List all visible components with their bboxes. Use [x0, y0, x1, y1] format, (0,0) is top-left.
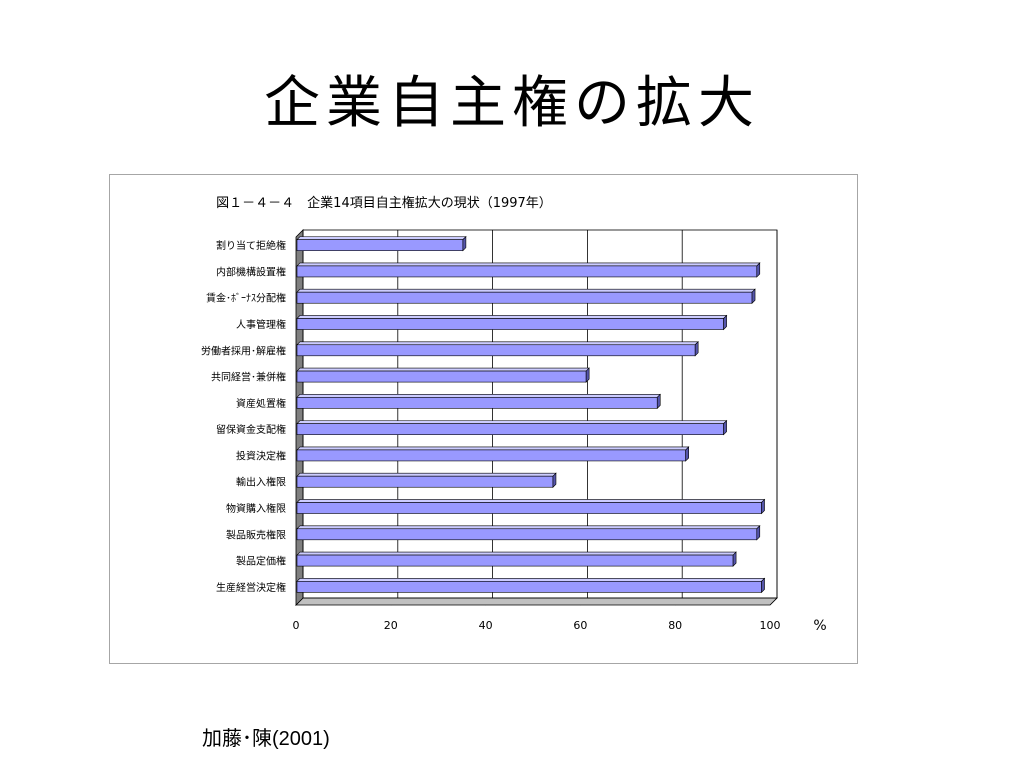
bar-side — [751, 288, 756, 304]
bar-top — [296, 367, 590, 372]
chart-frame: 割り当て拒絶権 内部機構設置権賃金･ﾎﾞｰﾅｽ分配権人事管理権労働者採用･解雇権共… — [109, 174, 858, 664]
bar-side — [694, 341, 699, 357]
bar-top — [296, 578, 766, 582]
category-label: 資産処置権 — [236, 397, 286, 410]
bar-top — [296, 499, 766, 503]
bar-side — [552, 472, 557, 488]
bar-top — [296, 551, 737, 556]
bar — [296, 528, 758, 541]
bar — [296, 265, 758, 278]
bar — [296, 423, 724, 435]
category-label: 賃金･ﾎﾞｰﾅｽ分配権 — [206, 292, 286, 305]
plot-walls — [295, 229, 778, 606]
bar-top — [296, 394, 661, 398]
bar — [296, 554, 734, 567]
category-label: 生産経営決定権 — [216, 581, 286, 594]
bar — [296, 581, 762, 593]
category-label: 製品販売権限 — [226, 528, 286, 541]
bar — [296, 502, 762, 514]
x-tick-label: 60 — [573, 619, 587, 632]
x-axis-label: % — [813, 618, 826, 634]
bar-side — [756, 262, 761, 278]
grid-lines — [295, 230, 778, 606]
category-label: 留保資金支配権 — [216, 423, 286, 436]
bar-side — [761, 577, 765, 594]
x-tick-label: 80 — [668, 619, 682, 632]
bar-chart: 割り当て拒絶権内部機構設置権賃金･ﾎﾞｰﾅｽ分配権人事管理権労働者採用･解雇権共… — [201, 195, 827, 634]
bar-side — [685, 446, 689, 462]
bar-top — [296, 446, 690, 451]
plot-left-wall — [295, 229, 304, 606]
bar-side — [656, 393, 661, 410]
category-label: 輸出入権限 — [236, 476, 286, 489]
bar — [296, 291, 753, 304]
bar-top — [296, 288, 756, 293]
bar-top — [296, 315, 728, 319]
slide-title: 企業自主権の拡大 — [264, 71, 760, 136]
bar-top — [296, 472, 557, 477]
bar — [296, 449, 686, 462]
bar-top — [296, 236, 467, 240]
bar-side — [732, 551, 737, 567]
bar-side — [462, 235, 467, 252]
plot-floor — [295, 597, 778, 606]
bar-side — [756, 525, 761, 541]
bar-side — [723, 314, 727, 331]
bar-side — [761, 498, 765, 515]
bar — [296, 318, 724, 330]
chart-title: 図１－４－４ 企業14項目自主権拡大の現状（1997年） — [216, 195, 552, 211]
citation: 加藤･陳(2001) — [202, 728, 330, 750]
x-tick-label: 20 — [384, 619, 398, 632]
bar-top — [296, 262, 761, 267]
bar — [296, 370, 587, 383]
plot-back-wall — [302, 229, 778, 599]
bar — [296, 239, 464, 251]
category-label: 投資決定権 — [236, 449, 286, 462]
x-tick-label: 0 — [293, 619, 300, 632]
bar-top — [296, 525, 761, 530]
bar-side — [723, 419, 727, 436]
category-label: 物資購入権限 — [226, 502, 286, 515]
bar — [296, 344, 696, 357]
x-tick-labels: 0 20 40 60 80 100 — [293, 619, 781, 632]
bar — [296, 475, 554, 488]
category-label: 割り当て拒絶権 — [216, 239, 286, 252]
category-label: 製品定価権 — [236, 555, 286, 568]
bar-top — [296, 341, 699, 346]
x-tick-label: 100 — [760, 619, 781, 632]
category-label: 労働者採用･解雇権 — [201, 344, 286, 357]
category-label: 共同経営･兼併権 — [211, 371, 286, 384]
bars — [296, 235, 766, 594]
bar-side — [585, 367, 590, 383]
x-tick-label: 40 — [479, 619, 493, 632]
category-label: 人事管理権 — [236, 318, 286, 331]
category-labels: 割り当て拒絶権内部機構設置権賃金･ﾎﾞｰﾅｽ分配権人事管理権労働者採用･解雇権共… — [201, 239, 286, 594]
bar-top — [296, 420, 728, 424]
category-label: 内部機構設置権 — [216, 265, 286, 278]
bar — [296, 397, 658, 409]
